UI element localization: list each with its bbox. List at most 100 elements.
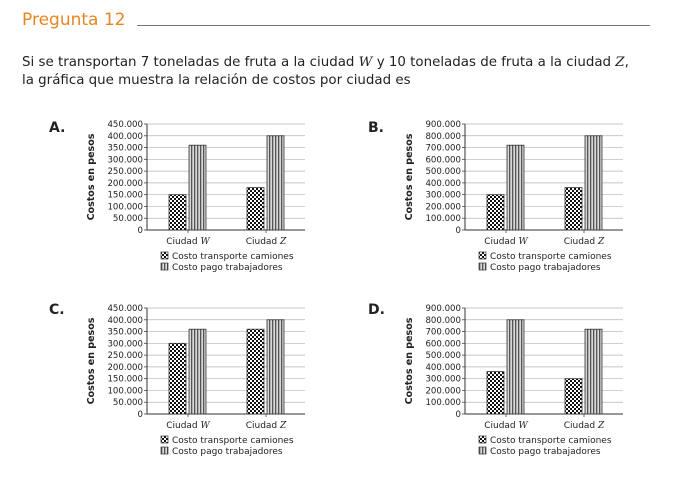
x-tick-label: Ciudad Z [564, 421, 605, 431]
title-divider [137, 25, 650, 26]
chart-option-c[interactable]: Costos en pesos 450.000 400.000 350.000300.… [80, 300, 310, 460]
x-tick-label: Ciudad Z [246, 237, 287, 247]
y-axis-label: Costos en pesos [86, 317, 97, 404]
bar-trabajadores [266, 135, 285, 231]
bar-trabajadores [506, 319, 525, 415]
x-tick-label: Ciudad W [166, 237, 210, 247]
y-tick-label: 300.000 [107, 155, 143, 165]
y-tick-label: 100.000 [107, 202, 143, 212]
question-part-3: , [624, 55, 629, 70]
y-tick-label: 250.000 [107, 351, 143, 361]
x-tick-label: Ciudad W [166, 421, 210, 431]
y-tick-label: 0 [138, 410, 143, 420]
y-tick-label: 200.000 [107, 363, 143, 373]
y-tick-label: 450.000 [107, 304, 143, 314]
y-tick-label: 400.000 [425, 179, 461, 189]
legend-entry: Costo pago trabajadores [490, 263, 601, 273]
y-tick-label: 150.000 [107, 375, 143, 385]
option-c-letter[interactable]: C. [49, 302, 65, 318]
x-tick-label: Ciudad W [484, 421, 528, 431]
bar-transporte [486, 194, 505, 231]
legend-entry: Costo transporte camiones [490, 252, 612, 262]
bar-trabajadores [266, 319, 285, 415]
legend-entry: Costo transporte camiones [172, 252, 294, 262]
legend-swatch [160, 262, 169, 271]
bar-transporte [246, 187, 265, 231]
y-tick-label: 350.000 [107, 144, 143, 154]
y-tick-label: 400.000 [425, 363, 461, 373]
legend-swatch [478, 251, 487, 260]
chart-option-b[interactable]: Costos en pesos 900.000 800.000 700.000600.… [398, 116, 628, 276]
chart-option-a[interactable]: Costos en pesos 450.000 400.000 350.000300.… [80, 116, 310, 276]
y-tick-label: 900.000 [425, 120, 461, 130]
y-tick-label: 300.000 [425, 191, 461, 201]
y-tick-label: 0 [456, 410, 461, 420]
legend-entry: Costo pago trabajadores [172, 447, 283, 457]
bar-trabajadores [188, 144, 207, 231]
question-line-2: la gráfica que muestra la relación de co… [22, 73, 411, 88]
y-tick-label: 200.000 [425, 202, 461, 212]
legend-swatch [160, 435, 169, 444]
y-tick-label: 600.000 [425, 155, 461, 165]
y-tick-label: 450.000 [107, 120, 143, 130]
y-axis-label: Costos en pesos [404, 317, 415, 404]
y-tick-label: 50.000 [113, 214, 143, 224]
y-tick-label: 800.000 [425, 132, 461, 142]
y-tick-label: 200.000 [107, 179, 143, 189]
y-tick-label: 600.000 [425, 339, 461, 349]
y-tick-label: 900.000 [425, 304, 461, 314]
y-axis-label: Costos en pesos [86, 133, 97, 220]
y-tick-label: 400.000 [107, 132, 143, 142]
y-tick-label: 500.000 [425, 167, 461, 177]
question-title: Pregunta 12 [22, 10, 126, 30]
y-tick-label: 200.000 [425, 386, 461, 396]
y-tick-label: 700.000 [425, 328, 461, 338]
y-tick-label: 100.000 [425, 398, 461, 408]
city-z-var: Z [615, 55, 625, 70]
legend-entry: Costo pago trabajadores [172, 263, 283, 273]
x-tick-label: Ciudad Z [564, 237, 605, 247]
legend-swatch [160, 446, 169, 455]
legend-swatch [160, 251, 169, 260]
y-tick-label: 100.000 [425, 214, 461, 224]
bar-transporte [564, 378, 583, 415]
legend-swatch [478, 446, 487, 455]
legend-entry: Costo pago trabajadores [490, 447, 601, 457]
y-tick-label: 800.000 [425, 316, 461, 326]
bar-trabajadores [506, 144, 525, 231]
bar-trabajadores [584, 328, 603, 415]
y-tick-label: 300.000 [107, 339, 143, 349]
y-tick-label: 400.000 [107, 316, 143, 326]
legend-swatch [478, 262, 487, 271]
city-w-var: W [358, 55, 373, 70]
question-text: Si se transportan 7 toneladas de fruta a… [22, 54, 662, 90]
question-part-1: Si se transportan 7 toneladas de fruta a… [22, 55, 359, 70]
x-tick-label: Ciudad W [484, 237, 528, 247]
bar-transporte [168, 342, 187, 415]
option-a-letter[interactable]: A. [49, 120, 66, 136]
y-tick-label: 300.000 [425, 375, 461, 385]
x-tick-label: Ciudad Z [246, 421, 287, 431]
option-d-letter[interactable]: D. [368, 302, 385, 318]
y-tick-label: 0 [456, 226, 461, 236]
question-part-2: y 10 toneladas de fruta a la ciudad [372, 55, 616, 70]
y-tick-label: 500.000 [425, 351, 461, 361]
bar-transporte [168, 194, 187, 231]
legend-entry: Costo transporte camiones [490, 436, 612, 446]
bar-trabajadores [188, 328, 207, 415]
option-b-letter[interactable]: B. [368, 120, 384, 136]
y-axis-label: Costos en pesos [404, 133, 415, 220]
y-tick-label: 250.000 [107, 167, 143, 177]
chart-option-d[interactable]: Costos en pesos 900.000 800.000 700.000600.… [398, 300, 628, 460]
legend-entry: Costo transporte camiones [172, 436, 294, 446]
bar-trabajadores [584, 135, 603, 231]
legend-swatch [478, 435, 487, 444]
bar-transporte [486, 371, 505, 415]
y-tick-label: 0 [138, 226, 143, 236]
bar-transporte [246, 328, 265, 415]
y-tick-label: 700.000 [425, 144, 461, 154]
y-tick-label: 50.000 [113, 398, 143, 408]
bar-transporte [564, 187, 583, 231]
y-tick-label: 150.000 [107, 191, 143, 201]
y-tick-label: 100.000 [107, 386, 143, 396]
